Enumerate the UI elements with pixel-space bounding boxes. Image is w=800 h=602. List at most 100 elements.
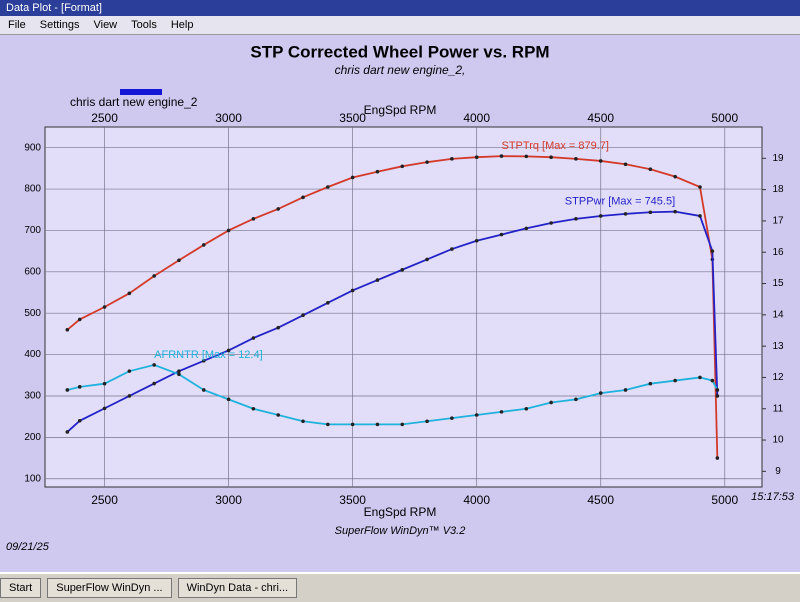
data-point: [276, 207, 281, 211]
data-point: [276, 413, 281, 417]
y2-tick-label: 15: [772, 278, 784, 289]
data-point: [524, 406, 529, 411]
y-tick-label: 900: [24, 142, 41, 153]
data-point: [549, 400, 553, 405]
data-point: [474, 413, 479, 417]
y-tick-label: 700: [24, 225, 41, 236]
data-point: [474, 155, 479, 160]
data-point: [226, 397, 231, 402]
x2-tick-label: 4000: [463, 111, 490, 125]
y2-tick-label: 19: [772, 153, 784, 164]
legend-swatch: [120, 89, 162, 95]
chart: STP Corrected Wheel Power vs. RPM chris …: [6, 42, 795, 553]
data-point: [549, 155, 553, 160]
data-point: [710, 378, 715, 383]
data-point: [425, 419, 429, 424]
data-point: [350, 175, 355, 180]
y2-tick-label: 17: [772, 216, 784, 227]
taskbar-item[interactable]: SuperFlow WinDyn ...: [47, 578, 172, 598]
data-point: [715, 394, 720, 398]
data-point: [425, 257, 429, 262]
data-point: [574, 397, 578, 402]
data-point: [326, 185, 330, 189]
x2-tick-label: 4500: [587, 111, 614, 125]
data-point: [450, 247, 454, 251]
x-axis-title: EngSpd RPM: [364, 505, 437, 519]
data-point: [598, 159, 603, 163]
data-point: [400, 164, 405, 169]
data-point: [201, 243, 206, 247]
data-point: [499, 232, 504, 237]
start-button[interactable]: Start: [0, 578, 42, 598]
data-point: [251, 406, 256, 411]
series-annotation: STPTrq [Max = 879.7]: [501, 140, 609, 152]
y2-tick-label: 10: [772, 435, 784, 446]
data-point: [127, 394, 132, 398]
data-point: [648, 210, 653, 215]
data-point: [698, 185, 702, 189]
menu-item[interactable]: Tools: [131, 19, 157, 31]
y-tick-label: 200: [24, 432, 41, 443]
taskbar: Start SuperFlow WinDyn ... WinDyn Data -…: [0, 572, 800, 602]
y-tick-label: 600: [24, 266, 41, 277]
data-point: [574, 157, 578, 161]
data-point: [326, 422, 330, 427]
data-point: [177, 258, 181, 263]
data-point: [450, 416, 454, 420]
data-point: [400, 267, 405, 272]
data-point: [152, 274, 156, 278]
y-tick-label: 500: [24, 308, 41, 319]
x2-tick-label: 3500: [339, 111, 366, 125]
data-point: [201, 388, 206, 392]
y2-tick-label: 18: [772, 184, 784, 195]
data-point: [301, 195, 305, 200]
data-point: [77, 317, 82, 322]
x-tick-label: 3000: [215, 493, 242, 507]
data-point: [102, 381, 107, 386]
data-point: [102, 305, 107, 309]
data-point: [301, 313, 305, 318]
data-point: [77, 385, 82, 389]
time: 15:17:53: [751, 491, 795, 503]
data-point: [715, 456, 720, 460]
y-tick-label: 300: [24, 391, 41, 402]
data-point: [623, 388, 628, 392]
data-point: [201, 358, 206, 363]
y2-tick-label: 12: [772, 372, 784, 383]
date: 09/21/25: [6, 541, 50, 553]
chart-subtitle: chris dart new engine_2,: [335, 63, 466, 77]
data-point: [226, 348, 231, 353]
data-point: [710, 249, 715, 253]
data-point: [152, 381, 156, 386]
data-point: [400, 422, 405, 427]
data-point: [648, 167, 653, 172]
menu-item[interactable]: Settings: [39, 19, 80, 31]
data-point: [474, 238, 479, 243]
data-point: [673, 378, 677, 383]
data-point: [524, 154, 529, 159]
data-point: [623, 212, 628, 216]
y2-tick-label: 16: [772, 247, 784, 258]
data-point: [102, 406, 107, 411]
x-tick-label: 5000: [711, 493, 738, 507]
menu-item[interactable]: Help: [170, 19, 194, 31]
y-tick-label: 400: [24, 349, 41, 360]
data-point: [65, 430, 70, 434]
data-point: [177, 372, 181, 377]
taskbar-item[interactable]: WinDyn Data - chri...: [177, 578, 298, 598]
menu-item[interactable]: File: [8, 19, 26, 31]
data-point: [425, 160, 429, 164]
window-title: Data Plot - [Format]: [0, 0, 800, 16]
y2-tick-label: 9: [775, 466, 781, 477]
data-point: [127, 291, 132, 296]
menu-item[interactable]: View: [93, 19, 118, 31]
y2-tick-label: 14: [772, 309, 784, 320]
data-point: [499, 154, 504, 158]
data-point: [276, 325, 281, 330]
data-point: [623, 162, 628, 167]
data-point: [226, 228, 231, 233]
y-tick-label: 100: [24, 473, 41, 484]
x2-axis-title: EngSpd RPM: [364, 103, 437, 117]
data-point: [450, 157, 454, 161]
data-point: [375, 422, 380, 427]
